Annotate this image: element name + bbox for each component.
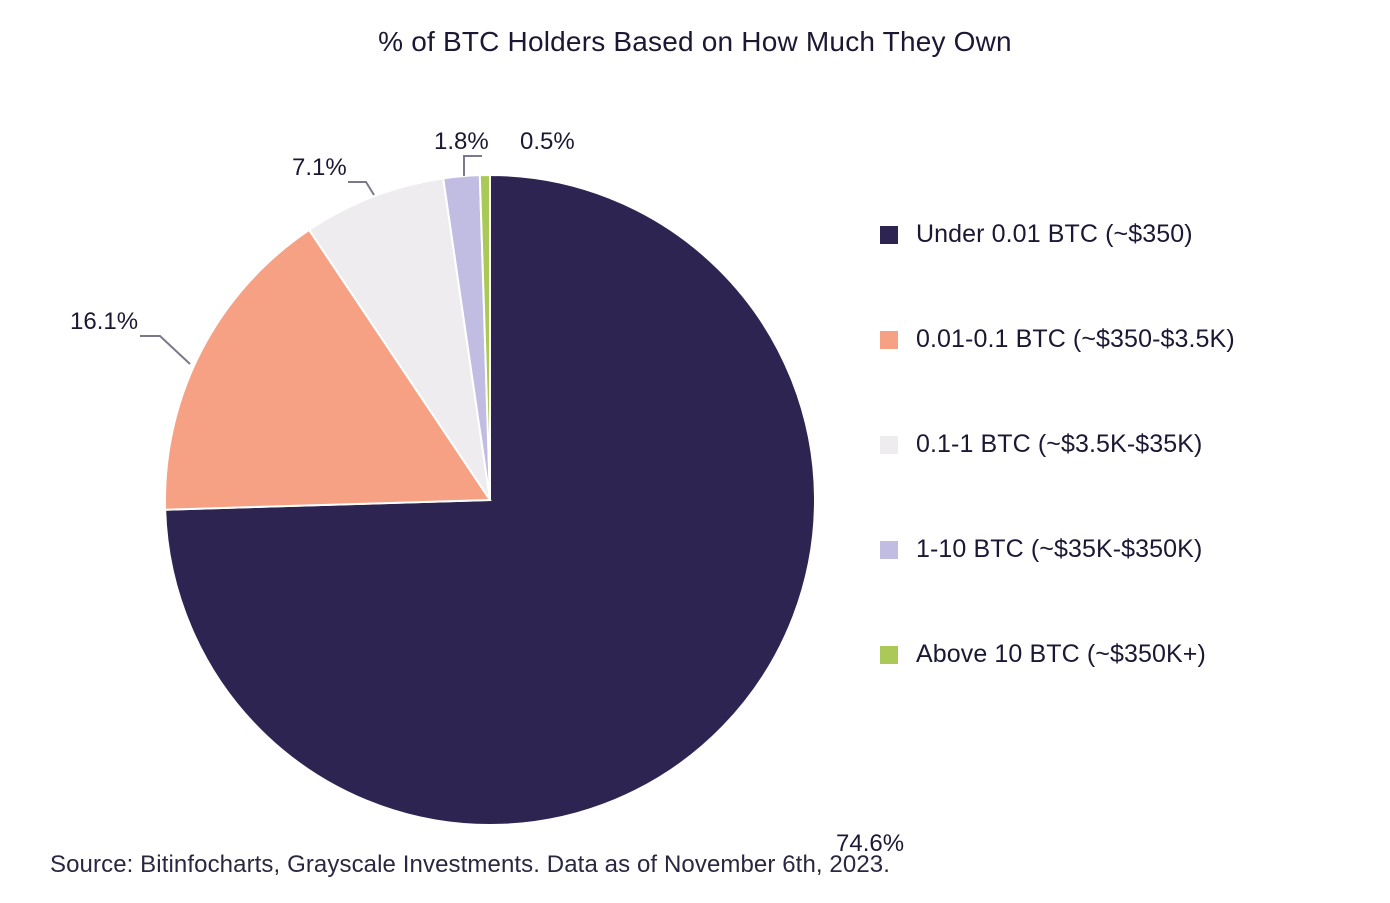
callout-label-1: 16.1% [70,308,138,336]
callout-label-4: 0.5% [520,128,575,156]
legend-swatch-0 [880,226,898,244]
source-text: Source: Bitinfocharts, Grayscale Investm… [50,851,890,879]
callout-label-2: 7.1% [292,154,347,182]
legend-swatch-4 [880,646,898,664]
legend: Under 0.01 BTC (~$350) 0.01-0.1 BTC (~$35… [880,220,1350,745]
legend-label-2: 0.1-1 BTC (~$3.5K-$35K) [916,430,1202,459]
legend-swatch-3 [880,541,898,559]
legend-label-0: Under 0.01 BTC (~$350) [916,220,1193,249]
chart-title: % of BTC Holders Based on How Much They … [0,0,1390,58]
legend-swatch-1 [880,331,898,349]
legend-label-1: 0.01-0.1 BTC (~$350-$3.5K) [916,325,1235,354]
legend-item-1: 0.01-0.1 BTC (~$350-$3.5K) [880,325,1350,354]
chart-area: 74.6%16.1%7.1%1.8%0.5% Under 0.01 BTC (~… [0,90,1390,850]
legend-item-4: Above 10 BTC (~$350K+) [880,640,1350,669]
legend-item-3: 1-10 BTC (~$35K-$350K) [880,535,1350,564]
legend-item-0: Under 0.01 BTC (~$350) [880,220,1350,249]
legend-swatch-2 [880,436,898,454]
pie-chart [120,130,860,870]
legend-label-4: Above 10 BTC (~$350K+) [916,640,1206,669]
legend-label-3: 1-10 BTC (~$35K-$350K) [916,535,1202,564]
legend-item-2: 0.1-1 BTC (~$3.5K-$35K) [880,430,1350,459]
callout-label-3: 1.8% [434,128,489,156]
